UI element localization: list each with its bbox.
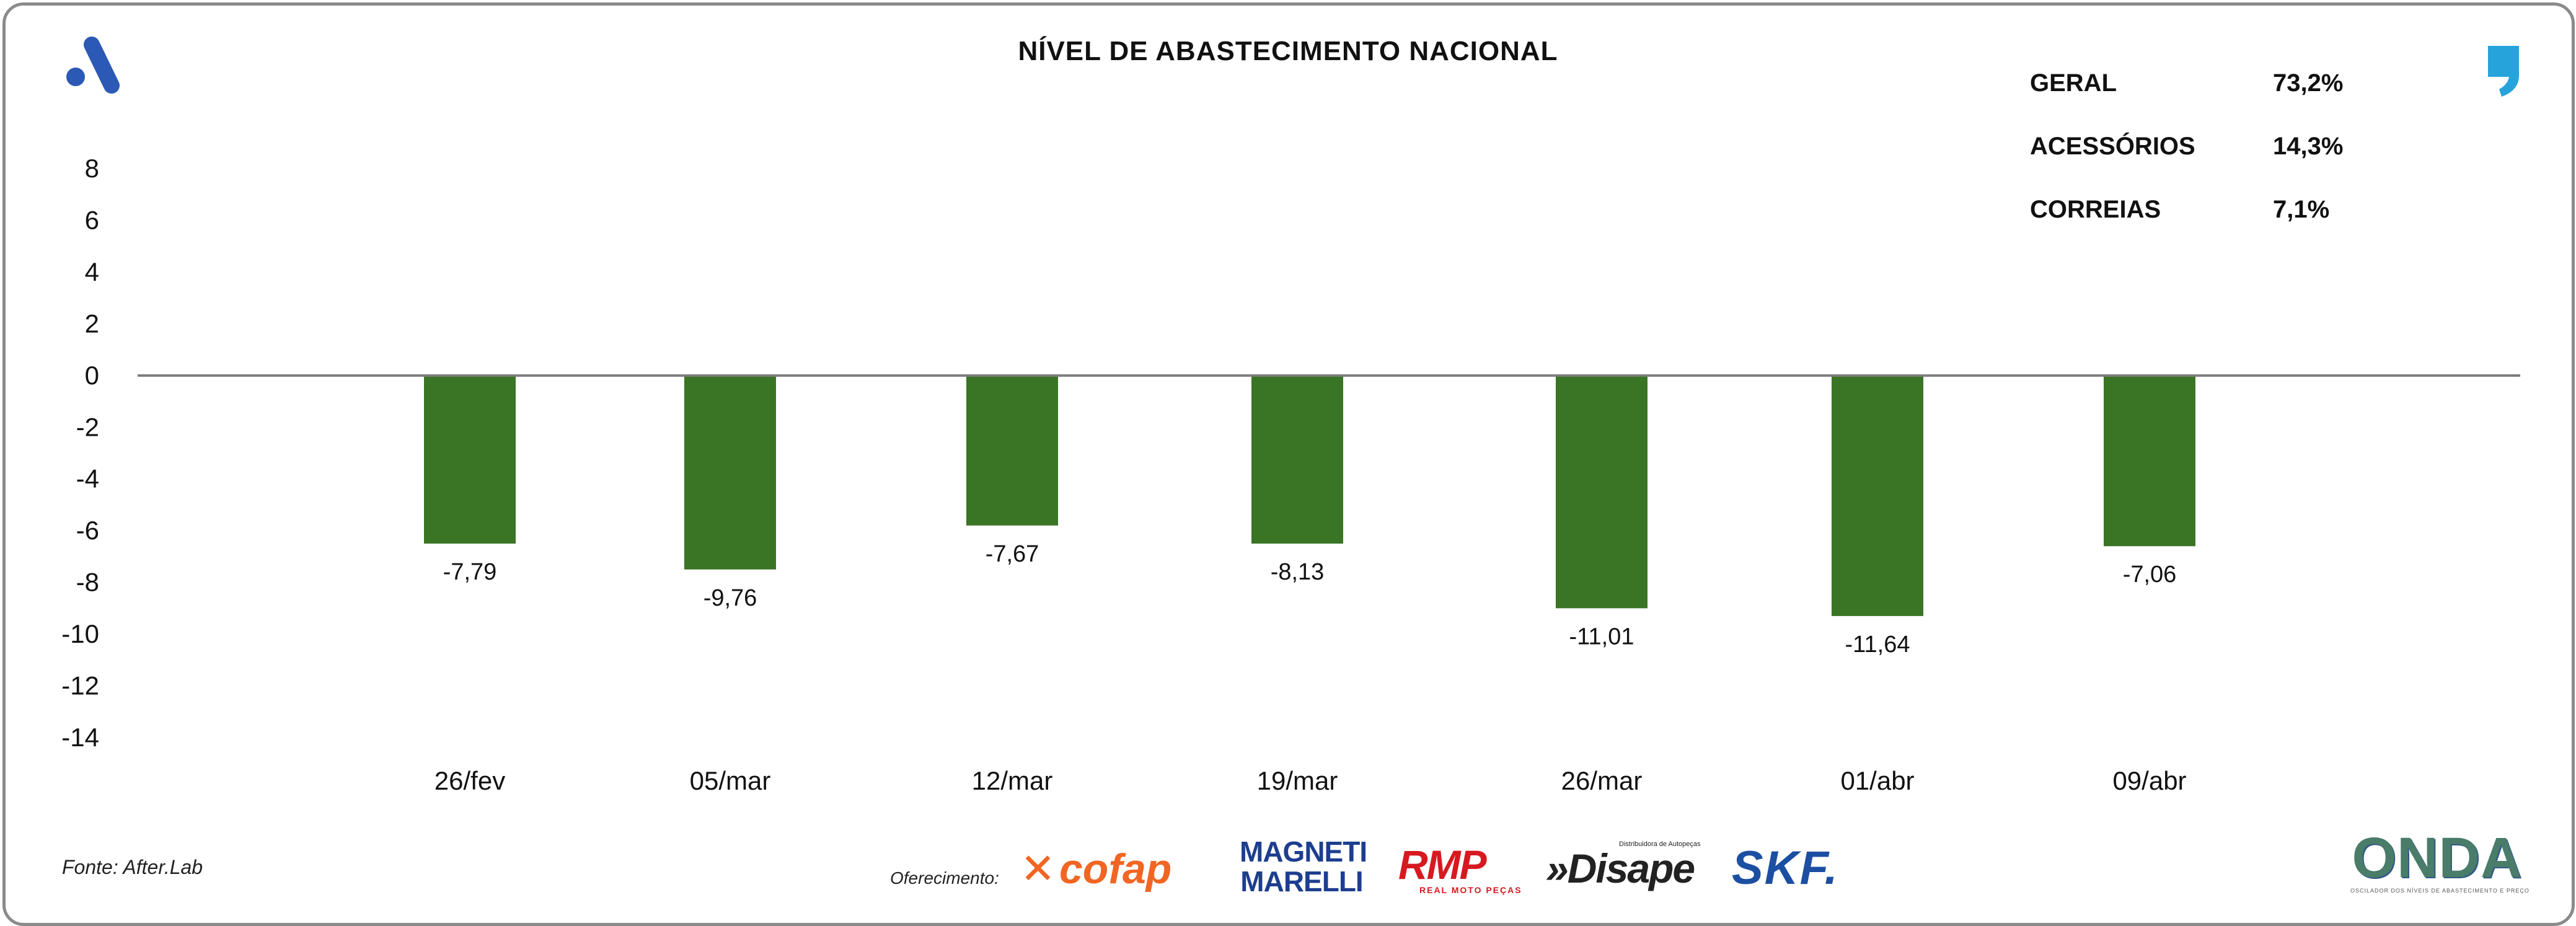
magneti-marelli-logo: MAGNETI MARELLI [1240,836,1367,905]
bar [684,375,776,570]
y-tick-label: -10 [61,619,99,648]
summary-label: GERAL [2030,69,2117,97]
y-tick-label: 2 [85,309,99,338]
cofap-logo: ✕cofap [1020,847,1214,891]
bar [1251,375,1343,544]
rmp-subtitle: REAL MOTO PEÇAS [1419,885,1522,895]
sponsor-label: Oferecimento: [890,868,999,888]
disape-text: »Disape [1546,845,1695,891]
bar [2104,375,2195,547]
data-label: -9,76 [704,585,757,611]
skf-logo: SKF. [1732,842,1839,894]
bar [1556,375,1647,609]
data-label: -7,06 [2123,562,2177,588]
data-label: -11,01 [1569,624,1634,650]
x-tick-label: 01/abr [1840,766,1914,795]
onda-subtitle: OSCILADOR DOS NÍVEIS DE ABASTECIMENTO E … [2350,888,2530,894]
x-tick-label: 09/abr [2112,766,2186,795]
magneti-text: MAGNETI [1240,836,1367,868]
y-tick-label: 8 [85,154,99,183]
data-label: -7,79 [443,559,497,585]
cofap-mark-icon: ✕ [1020,845,1056,893]
data-label: -11,64 [1845,632,1910,658]
y-tick-label: 6 [85,205,99,234]
y-tick-label: 0 [85,361,99,390]
x-tick-label: 26/fev [434,766,505,795]
y-tick-label: 4 [85,257,99,286]
brand-a-logo [66,37,120,94]
x-tick-label: 26/mar [1561,766,1643,795]
summary-label: ACESSÓRIOS [2030,133,2195,160]
summary-value: 73,2% [2273,69,2344,97]
y-tick-label: -6 [76,516,99,545]
marelli-text: MARELLI [1240,865,1363,897]
rmp-logo: RMP REAL MOTO PEÇAS [1398,844,1525,900]
summary-label: CORREIAS [2030,196,2161,223]
y-tick-label: -14 [61,723,99,752]
source-note: Fonte: After.Lab [62,856,203,878]
y-tick-label: -2 [76,412,99,441]
bar [424,375,516,544]
y-tick-label: -4 [76,464,99,493]
bar [1832,375,1923,616]
y-tick-label: -12 [61,671,99,700]
bar [966,375,1058,526]
x-tick-label: 12/mar [972,766,1053,795]
x-tick-label: 05/mar [690,766,771,795]
x-tick-label: 19/mar [1257,766,1338,795]
chart-title: NÍVEL DE ABASTECIMENTO NACIONAL [1018,36,1558,66]
cofap-text: cofap [1059,845,1172,893]
summary-value: 14,3% [2273,133,2344,160]
rmp-text: RMP [1398,842,1487,888]
data-label: -7,67 [986,541,1039,567]
quote-icon [2488,46,2519,97]
onda-logo: ONDA OSCILADOR DOS NÍVEIS DE ABASTECIMEN… [2350,826,2530,897]
disape-tagline: Distribuidora de Autopeças [1619,840,1701,848]
y-tick-label: -8 [76,568,99,597]
data-label: -8,13 [1271,559,1325,585]
disape-logo: Distribuidora de Autopeças »Disape [1546,840,1712,896]
onda-text: ONDA [2352,826,2523,889]
summary-value: 7,1% [2273,196,2330,223]
